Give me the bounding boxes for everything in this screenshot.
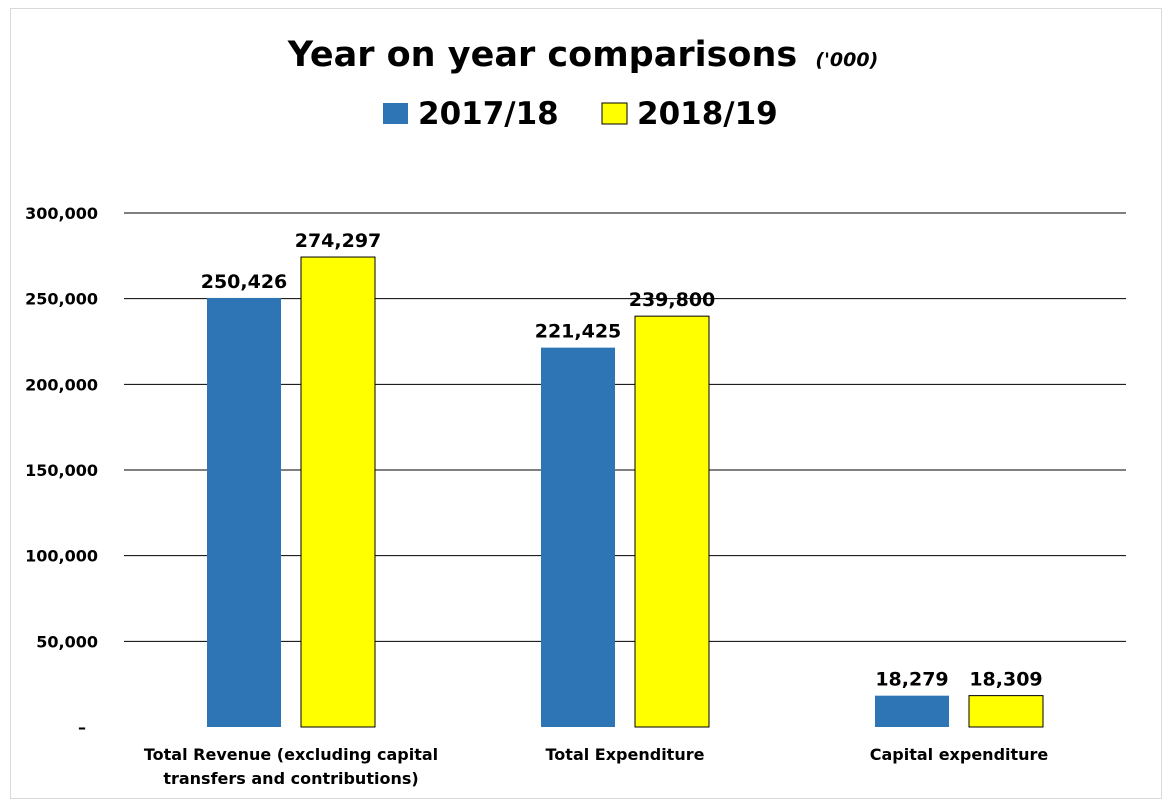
bar-2018-19-2 (968, 695, 1044, 728)
gridlines (124, 212, 1126, 642)
x-tick-label: Total Revenue (excluding capital (144, 745, 438, 764)
y-tick-label: 100,000 (25, 547, 98, 566)
legend-label-1: 2018/19 (637, 96, 778, 132)
bar-2017-18-1 (541, 347, 615, 727)
x-tick-label: transfers and contributions) (163, 769, 418, 788)
bar-2017-18-2 (875, 695, 949, 727)
x-axis: Total Revenue (excluding capital transfer… (144, 745, 1049, 788)
data-label: 18,309 (969, 669, 1042, 691)
y-axis: – 50,000 100,000 150,000 200,000 250,000 300,0… (25, 204, 98, 737)
y-tick-label: 50,000 (36, 632, 98, 651)
data-label: 250,426 (201, 271, 288, 293)
legend-swatch-0 (383, 103, 408, 124)
bar-2018-19-1 (634, 315, 710, 728)
bar-2018-19-0 (300, 256, 376, 728)
bar-2017-18-0 (207, 297, 281, 727)
data-label: 274,297 (295, 230, 382, 252)
y-tick-label: 300,000 (25, 204, 98, 223)
bars: 250,426 274,297 221,425 239,800 18,279 18,309 (201, 230, 1044, 728)
x-tick-label: Total Expenditure (546, 745, 705, 764)
chart-title-main: Year on year comparisons (287, 35, 798, 75)
chart-title-suffix: ('000) (815, 49, 878, 71)
x-tick-label: Capital expenditure (870, 745, 1049, 764)
legend: 2017/18 2018/19 (383, 96, 778, 132)
y-tick-label: – (78, 718, 86, 737)
legend-label-0: 2017/18 (418, 96, 559, 132)
y-tick-label: 250,000 (25, 290, 98, 309)
data-label: 221,425 (535, 321, 622, 343)
data-label: 239,800 (629, 289, 716, 311)
chart-title: Year on year comparisons ('000) (287, 35, 879, 75)
y-tick-label: 200,000 (25, 375, 98, 394)
legend-swatch-1 (601, 102, 628, 125)
data-label: 18,279 (875, 669, 948, 691)
y-tick-label: 150,000 (25, 461, 98, 480)
